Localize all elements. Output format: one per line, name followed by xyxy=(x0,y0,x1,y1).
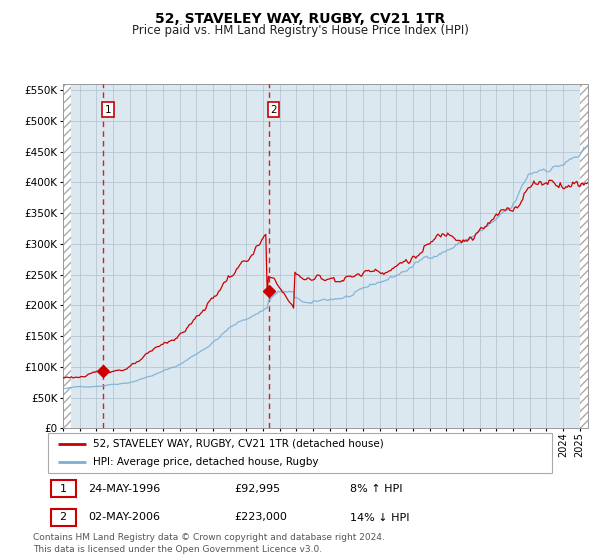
Text: Contains HM Land Registry data © Crown copyright and database right 2024.
This d: Contains HM Land Registry data © Crown c… xyxy=(33,533,385,554)
Text: 1: 1 xyxy=(104,105,111,115)
Text: 24-MAY-1996: 24-MAY-1996 xyxy=(88,484,161,494)
Bar xyxy=(50,509,76,526)
Text: £223,000: £223,000 xyxy=(235,512,287,522)
Text: 52, STAVELEY WAY, RUGBY, CV21 1TR (detached house): 52, STAVELEY WAY, RUGBY, CV21 1TR (detac… xyxy=(94,439,384,449)
Text: Price paid vs. HM Land Registry's House Price Index (HPI): Price paid vs. HM Land Registry's House … xyxy=(131,24,469,36)
Bar xyxy=(50,480,76,497)
Bar xyxy=(580,84,588,428)
Text: 02-MAY-2006: 02-MAY-2006 xyxy=(88,512,160,522)
Text: £92,995: £92,995 xyxy=(235,484,281,494)
Text: 52, STAVELEY WAY, RUGBY, CV21 1TR: 52, STAVELEY WAY, RUGBY, CV21 1TR xyxy=(155,12,445,26)
Text: HPI: Average price, detached house, Rugby: HPI: Average price, detached house, Rugb… xyxy=(94,458,319,467)
Text: 2: 2 xyxy=(270,105,277,115)
Text: 8% ↑ HPI: 8% ↑ HPI xyxy=(350,484,403,494)
Bar xyxy=(63,84,71,428)
Text: 2: 2 xyxy=(59,512,67,522)
Text: 1: 1 xyxy=(59,484,67,494)
Text: 14% ↓ HPI: 14% ↓ HPI xyxy=(350,512,410,522)
